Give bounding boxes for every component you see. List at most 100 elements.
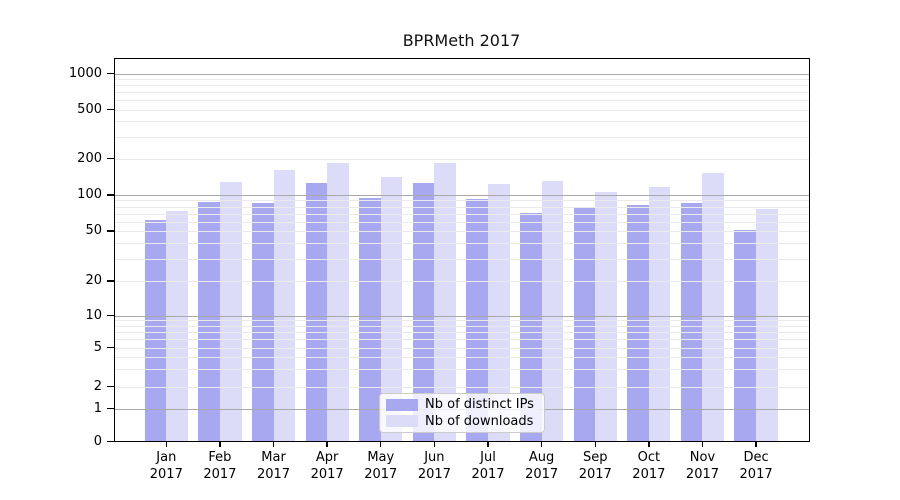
bar-nb-of-distinct-ips-jan [144,219,167,442]
minor-gridline-9 [113,320,810,322]
minor-gridline-40 [113,243,810,245]
x-tick-mark-feb [219,442,221,447]
minor-gridline-5 [113,347,810,349]
y-tick-label-1000: 1000 [68,65,102,81]
minor-gridline-900 [113,78,810,80]
y-tick-label-20: 20 [85,273,102,288]
x-label-month: Jan [156,450,177,465]
bar-nb-of-distinct-ips-feb [198,202,220,442]
x-label-year: 2017 [525,467,559,482]
bar-nb-of-downloads-jun [434,162,456,442]
x-label-month: Apr [315,450,339,465]
y-tick-label-100: 100 [77,187,102,202]
x-tick-mark-may [380,442,382,447]
y-tick-label-200: 200 [77,150,102,166]
plot-area: Nb of distinct IPs Nb of downloads [113,58,810,442]
x-tick-mark-nov [701,442,704,447]
x-label-year: 2017 [203,467,237,482]
legend: Nb of distinct IPs Nb of downloads [379,393,545,433]
x-label-year: 2017 [632,467,666,482]
y-tick-label-10: 10 [85,307,102,323]
x-tick-label-nov: Nov 2017 [670,449,734,483]
x-label-month: Mar [261,450,286,465]
x-label-month: Aug [528,450,555,465]
bar-nb-of-distinct-ips-mar [251,203,274,442]
legend-swatch-distinct-ips [386,398,418,411]
minor-gridline-500 [113,109,810,111]
bar-nb-of-distinct-ips-aug [520,212,542,442]
x-tick-label-aug: Aug 2017 [510,449,574,483]
x-label-year: 2017 [364,467,398,482]
minor-gridline-7 [113,331,810,333]
bar-nb-of-downloads-aug [541,181,564,442]
bar-nb-of-downloads-mar [273,170,296,442]
y-tick-mark-2 [107,385,114,388]
y-tick-mark-1 [107,407,114,410]
legend-item-distinct-ips: Nb of distinct IPs [386,397,544,412]
minor-gridline-300 [113,136,810,138]
x-label-year: 2017 [256,467,291,482]
bar-nb-of-distinct-ips-oct [627,205,649,442]
minor-gridline-600 [113,100,810,102]
x-tick-mark-oct [648,442,650,447]
legend-label-distinct-ips: Nb of distinct IPs [425,397,534,413]
x-tick-label-may: May 2017 [349,449,413,483]
legend-item-downloads: Nb of downloads [386,414,544,429]
x-label-month: Dec [743,450,769,465]
x-tick-mark-mar [272,442,275,447]
major-gridline-1000 [113,73,810,75]
x-label-month: Oct [637,450,661,465]
y-tick-mark-100 [107,194,114,196]
legend-label-downloads: Nb of downloads [425,413,534,429]
chart-title: BPRMeth 2017 [402,31,521,50]
y-tick-label-0: 0 [93,433,102,449]
y-tick-label-1: 1 [93,400,102,416]
minor-gridline-400 [113,121,810,123]
bar-nb-of-downloads-oct [648,186,671,442]
x-tick-mark-aug [540,442,543,447]
x-tick-mark-sep [594,442,596,447]
x-label-month: Jun [424,450,445,465]
x-tick-mark-jun [433,442,436,447]
minor-gridline-6 [113,339,810,341]
bar-nb-of-downloads-sep [595,192,617,442]
minor-gridline-200 [113,158,810,160]
x-tick-label-oct: Oct 2017 [617,449,681,483]
minor-gridline-3 [113,369,810,371]
bar-nb-of-downloads-nov [702,172,725,442]
bar-nb-of-distinct-ips-sep [573,207,596,442]
bar-nb-of-distinct-ips-apr [305,182,328,442]
x-label-year: 2017 [685,467,720,482]
y-tick-label-2: 2 [93,378,102,394]
y-tick-mark-5 [107,346,114,349]
bar-nb-of-downloads-apr [327,162,349,442]
x-tick-mark-apr [326,442,328,447]
x-label-year: 2017 [471,467,505,482]
y-tick-mark-500 [107,108,114,111]
minor-gridline-2 [113,386,810,388]
y-tick-label-5: 5 [93,339,102,355]
y-tick-mark-20 [107,280,114,282]
bar-nb-of-distinct-ips-may [359,197,381,442]
x-label-year: 2017 [578,467,612,482]
y-tick-mark-0 [107,440,114,443]
y-tick-mark-10 [107,314,114,317]
x-label-year: 2017 [149,467,183,482]
x-tick-label-jul: Jul 2017 [456,449,520,483]
x-label-month: Nov [689,450,716,465]
x-label-month: May [367,450,395,465]
minor-gridline-70 [113,213,810,215]
minor-gridline-80 [113,206,810,208]
bar-nb-of-downloads-dec [756,209,778,442]
minor-gridline-60 [113,221,810,223]
x-tick-label-jun: Jun 2017 [402,449,466,483]
x-tick-label-apr: Apr 2017 [295,449,359,483]
bar-nb-of-downloads-jul [488,183,510,442]
bar-nb-of-downloads-feb [219,182,242,442]
x-tick-label-feb: Feb 2017 [188,449,252,483]
y-tick-mark-50 [107,230,114,232]
x-tick-label-dec: Dec 2017 [724,449,788,483]
x-label-month: Jul [480,450,496,465]
x-tick-mark-dec [755,442,757,447]
minor-gridline-8 [113,325,810,327]
